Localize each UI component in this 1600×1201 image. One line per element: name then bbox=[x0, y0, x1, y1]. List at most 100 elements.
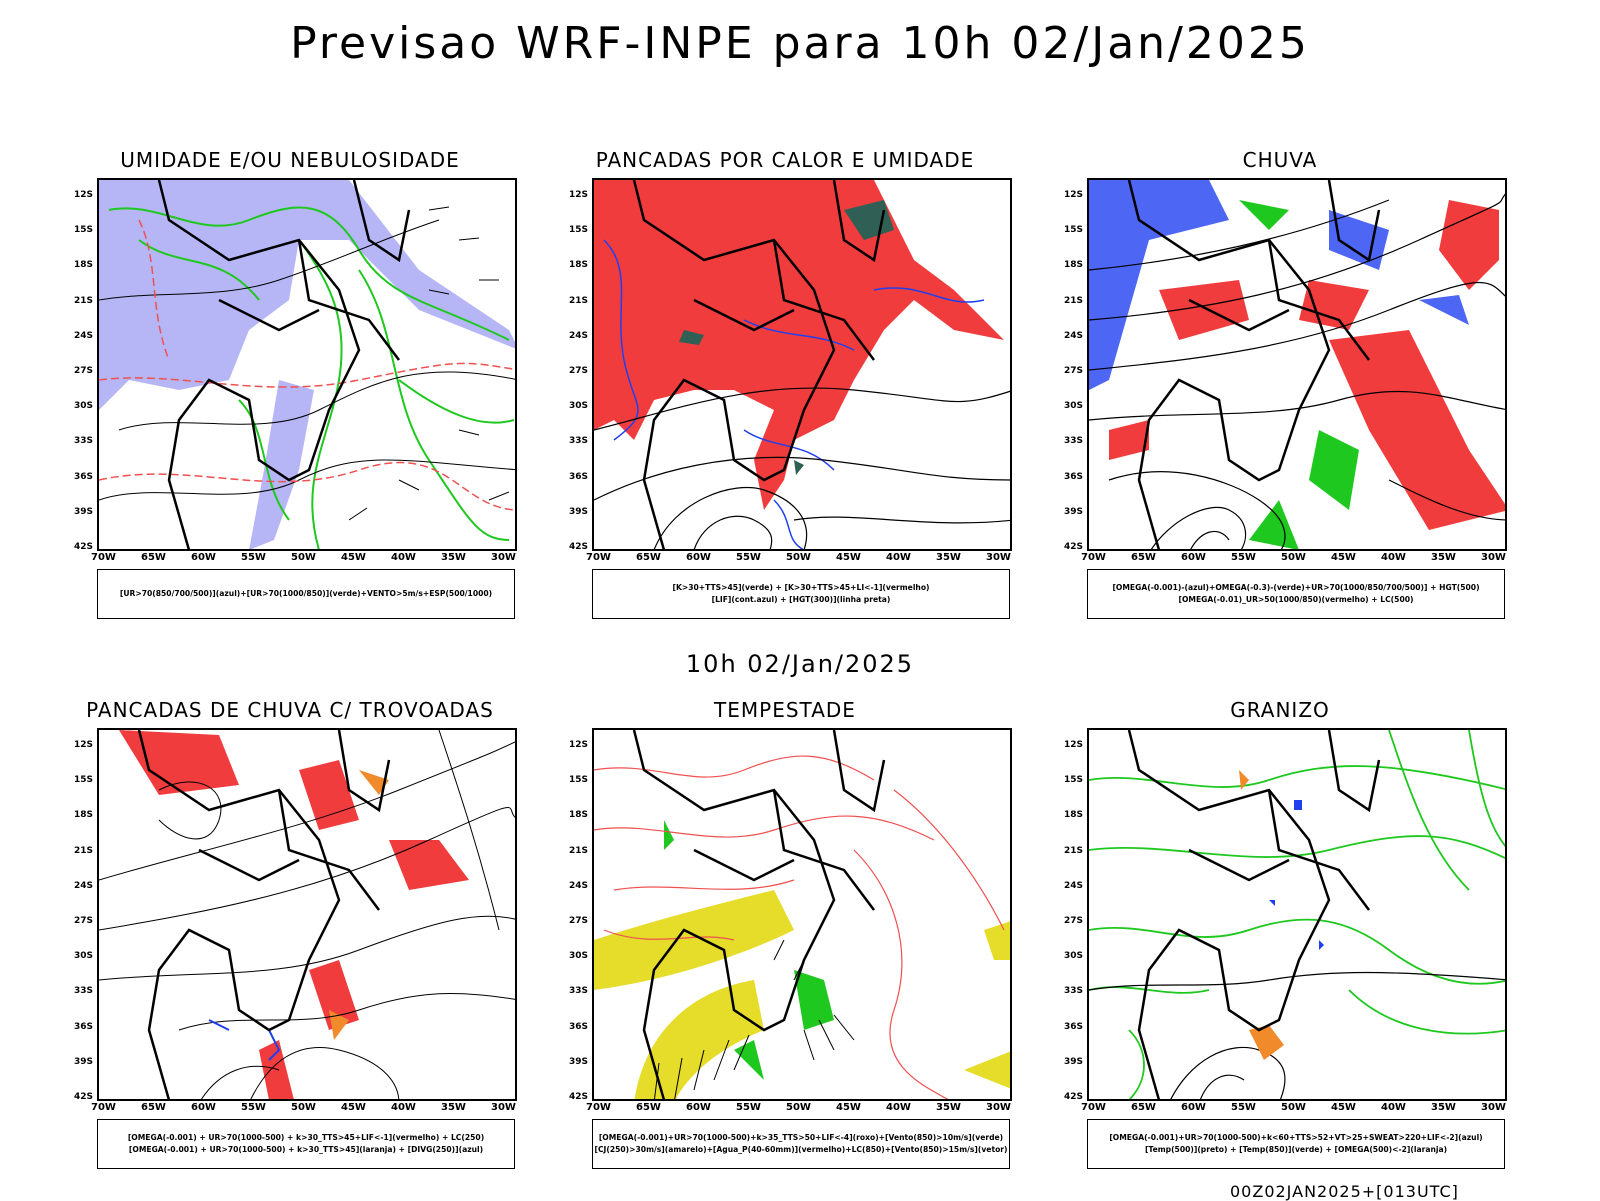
wind-vectors bbox=[653, 939, 855, 1099]
panel-title: PANCADAS DE CHUVA C/ TROVOADAS bbox=[86, 698, 494, 722]
page-title: Previsao WRF-INPE para 10h 02/Jan/2025 bbox=[290, 18, 1310, 69]
lavender-humidity-band bbox=[249, 380, 314, 549]
lon-tick-label: 35W bbox=[936, 552, 961, 563]
panel-title: TEMPESTADE bbox=[714, 698, 856, 722]
lon-tick-label: 30W bbox=[491, 552, 516, 563]
lon-tick-label: 70W bbox=[1081, 552, 1106, 563]
hgt-black-contours bbox=[594, 387, 1010, 549]
panel-pancadas-trovoadas: PANCADAS DE CHUVA C/ TROVOADAS [OMEGA(-0… bbox=[74, 698, 517, 1188]
lat-tick-label: 15S bbox=[568, 225, 588, 236]
lat-tick-label: 21S bbox=[73, 845, 93, 856]
lat-tick-label: 30S bbox=[1063, 951, 1083, 962]
country-borders bbox=[1127, 180, 1381, 549]
lon-tick-label: 55W bbox=[736, 1102, 761, 1113]
lat-tick-label: 42S bbox=[73, 1092, 93, 1102]
green-temp850-contours bbox=[1089, 730, 1505, 1099]
lat-tick-label: 39S bbox=[1063, 1056, 1083, 1067]
lon-tick-label: 55W bbox=[241, 1102, 266, 1113]
red-water-contours bbox=[594, 755, 1005, 1099]
lif-blue-contours bbox=[603, 239, 985, 549]
panel-tempestade: TEMPESTADE [OMEGA(-0.001)+UR>70(1000-500… bbox=[569, 698, 1012, 1188]
lon-tick-label: 30W bbox=[491, 1102, 516, 1113]
legend-line: [K>30+TTS>45](verde) + [K>30+TTS>45+LI<-… bbox=[672, 583, 930, 592]
pancadas-trovoadas-map-graphic bbox=[99, 730, 515, 1099]
lon-tick-label: 45W bbox=[1331, 1102, 1356, 1113]
country-borders bbox=[632, 180, 886, 549]
blue-divergence bbox=[208, 1019, 281, 1061]
lon-tick-label: 45W bbox=[836, 1102, 861, 1113]
lat-tick-label: 12S bbox=[568, 740, 588, 750]
panel-legend: [OMEGA(-0.001)+UR>70(1000-500)+k<60+TTS>… bbox=[1087, 1119, 1505, 1169]
lat-tick-label: 27S bbox=[568, 916, 588, 926]
panel-pancadas-calor: PANCADAS POR CALOR E UMIDADE [K>30+TTS>4… bbox=[569, 148, 1012, 638]
panel-legend: [OMEGA(-0.001)-(azul)+OMEGA(-0.3)-(verde… bbox=[1087, 569, 1505, 619]
panel-legend: [UR>70(850/700/500)](azul)+[UR>70(1000/8… bbox=[97, 569, 515, 619]
lon-tick-label: 70W bbox=[91, 1102, 116, 1113]
mid-title: 10h 02/Jan/2025 bbox=[685, 650, 915, 678]
lat-tick-label: 42S bbox=[568, 1092, 588, 1102]
legend-line: [OMEGA(-0.001) + UR>70(1000-500) + k>30_… bbox=[127, 1133, 485, 1142]
lat-tick-label: 27S bbox=[568, 366, 588, 376]
hgt-black-contours bbox=[1089, 193, 1505, 549]
lat-tick-label: 39S bbox=[73, 1056, 93, 1067]
map-pancadas-calor bbox=[592, 178, 1012, 551]
lat-tick-label: 33S bbox=[1063, 436, 1083, 447]
orange-storm-areas bbox=[329, 770, 389, 1040]
lat-tick-label: 15S bbox=[568, 775, 588, 786]
lon-tick-label: 40W bbox=[391, 552, 416, 563]
lat-tick-label: 18S bbox=[73, 810, 93, 821]
lon-tick-label: 30W bbox=[1481, 552, 1506, 563]
map-granizo bbox=[1087, 728, 1507, 1101]
lat-tick-label: 21S bbox=[1063, 845, 1083, 856]
map-tempestade bbox=[592, 728, 1012, 1101]
lon-tick-label: 55W bbox=[241, 552, 266, 563]
panel-legend: [OMEGA(-0.001) + UR>70(1000-500) + k>30_… bbox=[97, 1119, 515, 1169]
dark-green-areas bbox=[679, 200, 894, 475]
lon-tick-label: 65W bbox=[141, 552, 166, 563]
lon-tick-label: 70W bbox=[1081, 1102, 1106, 1113]
streamlines bbox=[99, 730, 515, 1099]
lat-tick-label: 24S bbox=[1063, 880, 1083, 891]
lat-tick-label: 33S bbox=[568, 986, 588, 997]
lat-tick-label: 30S bbox=[568, 951, 588, 962]
country-borders bbox=[632, 730, 886, 1099]
legend-line: [OMEGA(-0.001)-(azul)+OMEGA(-0.3)-(verde… bbox=[1112, 583, 1480, 592]
country-borders bbox=[1127, 730, 1381, 1099]
lat-tick-label: 18S bbox=[1063, 810, 1083, 821]
map-pancadas-trovoadas bbox=[97, 728, 517, 1101]
lon-tick-label: 35W bbox=[936, 1102, 961, 1113]
lat-tick-label: 15S bbox=[1063, 775, 1083, 786]
panel-granizo: GRANIZO [OMEGA(-0.001)+UR>70(1000-500)+k… bbox=[1064, 698, 1507, 1188]
lon-tick-label: 40W bbox=[886, 1102, 911, 1113]
lavender-humidity-area bbox=[99, 180, 515, 410]
lat-tick-label: 30S bbox=[568, 401, 588, 412]
lon-tick-label: 65W bbox=[636, 552, 661, 563]
lat-tick-label: 15S bbox=[73, 225, 93, 236]
lon-tick-label: 65W bbox=[141, 1102, 166, 1113]
lat-tick-label: 21S bbox=[73, 295, 93, 306]
umidade-map-graphic bbox=[99, 180, 515, 549]
legend-line: [LIF](cont.azul) + [HGT(300)](linha pret… bbox=[711, 595, 891, 604]
lon-tick-label: 50W bbox=[291, 1102, 316, 1113]
legend-line: [OMEGA(-0.001)+UR>70(1000-500)+k<60+TTS>… bbox=[1109, 1133, 1483, 1142]
panel-title: CHUVA bbox=[1242, 148, 1318, 172]
lon-tick-label: 50W bbox=[1281, 1102, 1306, 1113]
chuva-map-graphic bbox=[1089, 180, 1505, 549]
lat-tick-label: 24S bbox=[1063, 330, 1083, 341]
pancadas-calor-map-graphic bbox=[594, 180, 1010, 549]
panel-umidade: UMIDADE E/OU NEBULOSIDADE [UR>70(850/700… bbox=[74, 148, 517, 638]
lat-tick-label: 39S bbox=[568, 1056, 588, 1067]
panel-title: UMIDADE E/OU NEBULOSIDADE bbox=[120, 148, 460, 172]
lat-tick-label: 33S bbox=[568, 436, 588, 447]
lat-tick-label: 12S bbox=[568, 190, 588, 200]
lon-tick-label: 30W bbox=[1481, 1102, 1506, 1113]
lon-tick-label: 60W bbox=[686, 552, 711, 563]
lat-tick-label: 30S bbox=[73, 951, 93, 962]
lon-tick-label: 55W bbox=[1231, 552, 1256, 563]
lat-tick-label: 33S bbox=[73, 436, 93, 447]
lon-tick-label: 45W bbox=[1331, 552, 1356, 563]
panel-title: GRANIZO bbox=[1230, 698, 1330, 722]
lat-tick-label: 21S bbox=[568, 295, 588, 306]
legend-line: [OMEGA(-0.01)_UR>50(1000/850)(vermelho) … bbox=[1178, 595, 1414, 604]
lat-tick-label: 39S bbox=[1063, 506, 1083, 517]
